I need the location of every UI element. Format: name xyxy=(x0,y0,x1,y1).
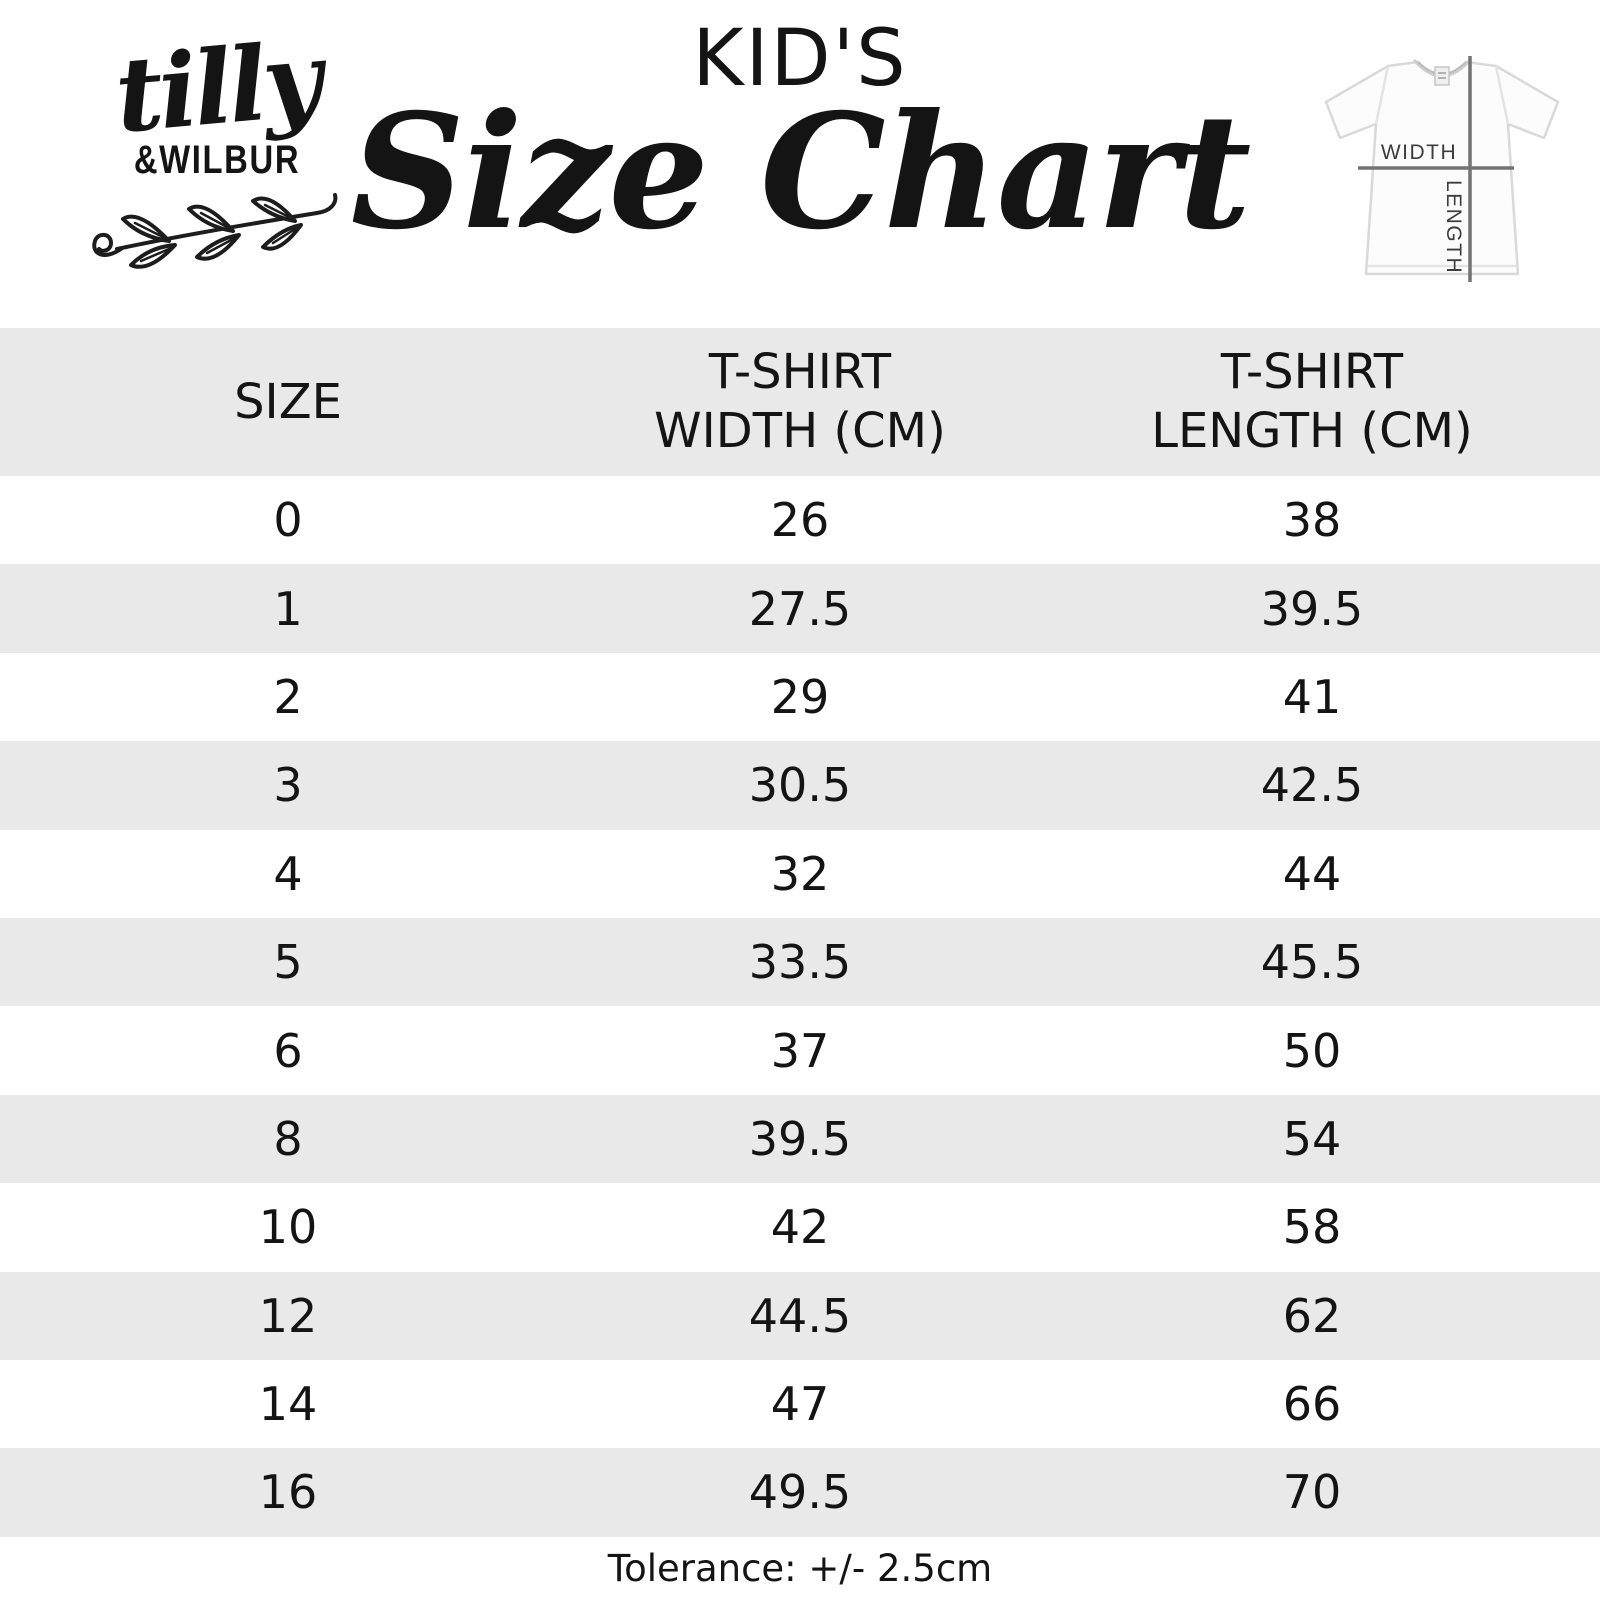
table-row: 2 29 41 xyxy=(0,653,1600,741)
table-row: 12 44.5 62 xyxy=(0,1271,1600,1360)
length-cell: 39.5 xyxy=(1260,581,1364,636)
brand-logo: tilly &WILBUR xyxy=(62,19,372,277)
length-cell: 41 xyxy=(1282,669,1342,724)
table-row: 5 33.5 45.5 xyxy=(0,917,1600,1007)
length-cell: 44 xyxy=(1282,846,1342,901)
table-body: 0 26 38 1 27.5 39.5 2 29 41 3 30.5 42.5 … xyxy=(0,476,1600,1537)
length-cell: 70 xyxy=(1282,1465,1342,1520)
length-cell: 58 xyxy=(1282,1200,1342,1255)
table-row: 1 27.5 39.5 xyxy=(0,564,1600,653)
table-row: 3 30.5 42.5 xyxy=(0,741,1600,830)
length-cell: 54 xyxy=(1282,1111,1342,1166)
size-cell: 3 xyxy=(273,758,303,813)
length-cell: 38 xyxy=(1282,493,1342,548)
table-row: 6 37 50 xyxy=(0,1006,1600,1094)
size-cell: 2 xyxy=(273,669,303,724)
length-cell: 66 xyxy=(1282,1377,1342,1432)
page-title: Size Chart xyxy=(350,80,1252,265)
width-cell: 47 xyxy=(770,1377,830,1432)
page-header: tilly &WILBUR xyxy=(0,0,1600,328)
size-cell: 6 xyxy=(273,1023,303,1078)
table-row: 0 26 38 xyxy=(0,476,1600,564)
width-cell: 32 xyxy=(770,846,830,901)
length-label: LENGTH xyxy=(1442,180,1465,274)
length-cell: 42.5 xyxy=(1260,758,1364,813)
size-cell: 14 xyxy=(258,1377,318,1432)
column-header-size: SIZE xyxy=(234,373,342,430)
table-header-row: SIZE T-SHIRT WIDTH (CM) T-SHIRT LENGTH (CM… xyxy=(0,328,1600,476)
width-cell: 33.5 xyxy=(748,935,852,990)
tshirt-measurement-diagram: WIDTH LENGTH xyxy=(1292,20,1592,308)
title-kicker: KID'S xyxy=(692,14,908,104)
neck-label xyxy=(1434,66,1450,86)
laurel-branch-icon xyxy=(62,187,372,277)
size-cell: 12 xyxy=(258,1288,318,1343)
size-cell: 5 xyxy=(273,935,303,990)
table-row: 10 42 58 xyxy=(0,1183,1600,1271)
length-cell: 62 xyxy=(1282,1288,1342,1343)
column-header-length: T-SHIRT LENGTH (CM) xyxy=(1151,344,1473,459)
size-cell: 8 xyxy=(273,1111,303,1166)
brand-name-caps: &WILBUR xyxy=(133,137,301,182)
width-cell: 29 xyxy=(770,669,830,724)
width-cell: 27.5 xyxy=(748,581,852,636)
table-row: 8 39.5 54 xyxy=(0,1094,1600,1184)
length-cell: 50 xyxy=(1282,1023,1342,1078)
size-cell: 0 xyxy=(273,493,303,548)
size-table: SIZE T-SHIRT WIDTH (CM) T-SHIRT LENGTH (CM… xyxy=(0,328,1600,1537)
length-cell: 45.5 xyxy=(1260,935,1364,990)
column-header-width: T-SHIRT WIDTH (CM) xyxy=(654,344,946,459)
table-row: 4 32 44 xyxy=(0,830,1600,918)
width-cell: 26 xyxy=(770,493,830,548)
width-cell: 37 xyxy=(770,1023,830,1078)
width-label: WIDTH xyxy=(1381,141,1457,164)
width-cell: 42 xyxy=(770,1200,830,1255)
table-row: 16 49.5 70 xyxy=(0,1448,1600,1537)
width-cell: 30.5 xyxy=(748,758,852,813)
size-cell: 1 xyxy=(273,581,303,636)
width-cell: 49.5 xyxy=(748,1465,852,1520)
size-cell: 10 xyxy=(258,1200,318,1255)
size-cell: 16 xyxy=(258,1465,318,1520)
tolerance-note: Tolerance: +/- 2.5cm xyxy=(607,1546,993,1590)
width-cell: 44.5 xyxy=(748,1288,852,1343)
table-row: 14 47 66 xyxy=(0,1360,1600,1448)
size-cell: 4 xyxy=(273,846,303,901)
width-cell: 39.5 xyxy=(748,1111,852,1166)
chart-title-block: KID'S Size Chart xyxy=(320,0,1280,256)
